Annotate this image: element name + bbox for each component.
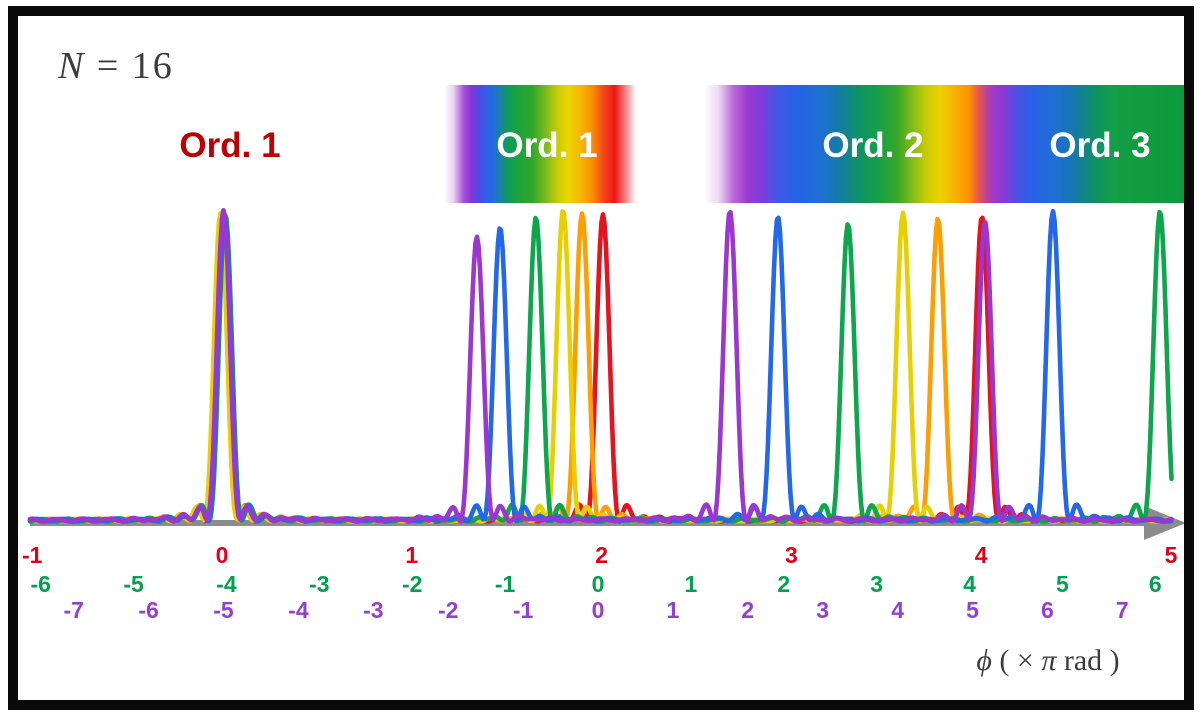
tick-red-3: 3 <box>784 542 798 568</box>
tick-green--6: -6 <box>30 571 51 597</box>
tick-red-5: 5 <box>1164 542 1178 568</box>
tick-purple--1: -1 <box>512 597 534 623</box>
tick-green-4: 4 <box>963 571 976 597</box>
tick-red-4: 4 <box>974 542 988 568</box>
tick-green-5: 5 <box>1055 571 1069 597</box>
tick-green-6: 6 <box>1148 571 1162 597</box>
n-value: = 16 <box>96 45 174 87</box>
pi-symbol: π <box>1041 644 1057 677</box>
bar-order2-label: Ord. 2 <box>822 126 924 165</box>
tick-green-3: 3 <box>870 571 884 597</box>
bar-order3-label: Ord. 3 <box>1049 126 1151 165</box>
tick-purple--4: -4 <box>288 597 309 623</box>
tick-green--1: -1 <box>494 571 516 597</box>
tick-green-1: 1 <box>684 571 698 597</box>
n-equals-label: N = 16 <box>58 44 174 88</box>
tick-red--1: -1 <box>21 542 43 568</box>
tick-purple--6: -6 <box>138 597 159 623</box>
tick-purple-3: 3 <box>816 597 830 623</box>
n-variable: N <box>58 45 86 87</box>
spectrum-bar-order1 <box>444 85 636 203</box>
tick-purple--3: -3 <box>363 597 384 623</box>
phi-symbol: ϕ <box>976 644 992 677</box>
tick-green--4: -4 <box>216 571 237 597</box>
tick-green--5: -5 <box>123 571 144 597</box>
tick-purple-2: 2 <box>741 597 755 623</box>
tick-purple-6: 6 <box>1040 597 1054 623</box>
spectrum-bar-order2-3 <box>704 85 1186 203</box>
intensity-curve-purple <box>27 208 1174 524</box>
tick-red-1: 1 <box>405 542 419 568</box>
tick-purple-0: 0 <box>591 597 605 623</box>
tick-purple-7: 7 <box>1115 597 1129 623</box>
tick-red-0: 0 <box>215 542 229 568</box>
tick-green-2: 2 <box>777 571 791 597</box>
tick-purple-4: 4 <box>891 597 904 623</box>
tick-green-0: 0 <box>591 571 605 597</box>
tick-green--2: -2 <box>401 571 423 597</box>
order1-zero-label: Ord. 1 <box>179 126 281 165</box>
bar-order1-label: Ord. 1 <box>496 126 598 165</box>
tick-red-2: 2 <box>595 542 608 568</box>
tick-purple--5: -5 <box>213 597 234 623</box>
tick-purple-5: 5 <box>966 597 979 623</box>
phi-axis-label: ϕ ( × π rad ) <box>976 644 1120 677</box>
tick-purple--7: -7 <box>63 597 84 623</box>
tick-purple-1: 1 <box>666 597 680 623</box>
tick-green--3: -3 <box>309 571 330 597</box>
tick-purple--2: -2 <box>437 597 459 623</box>
